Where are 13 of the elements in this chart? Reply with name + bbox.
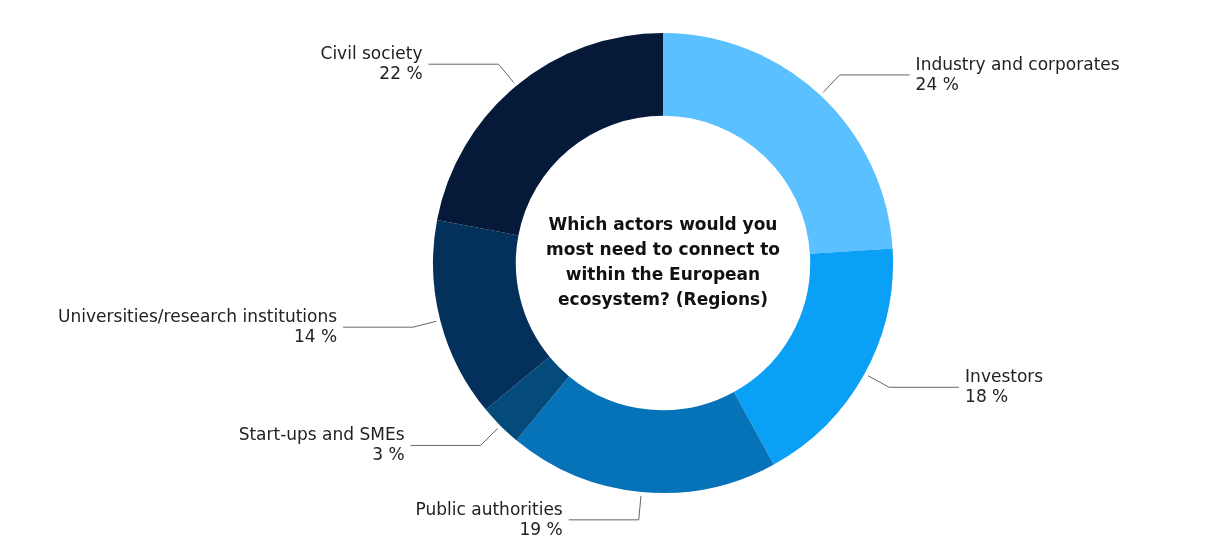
- slice-label: Investors: [965, 366, 1044, 387]
- data-label: 14 %: [293, 326, 338, 347]
- data-label: 24 %: [915, 73, 959, 94]
- slice-label: Start-ups and SMEs: [238, 424, 405, 445]
- data-label: 19 %: [519, 518, 563, 539]
- data-label: 3 %: [372, 444, 405, 465]
- slice-label: Industry and corporates: [915, 53, 1120, 74]
- slice-label: Public authorities: [415, 498, 563, 519]
- slice-label: Universities/research institutions: [58, 306, 338, 327]
- data-label: 18 %: [965, 386, 1009, 407]
- text: Which actors would you most need to connect to within the European ecosystem? (Regions): [546, 213, 780, 309]
- slice-label: Civil society: [320, 43, 423, 64]
- data-label: 22 %: [379, 63, 423, 84]
